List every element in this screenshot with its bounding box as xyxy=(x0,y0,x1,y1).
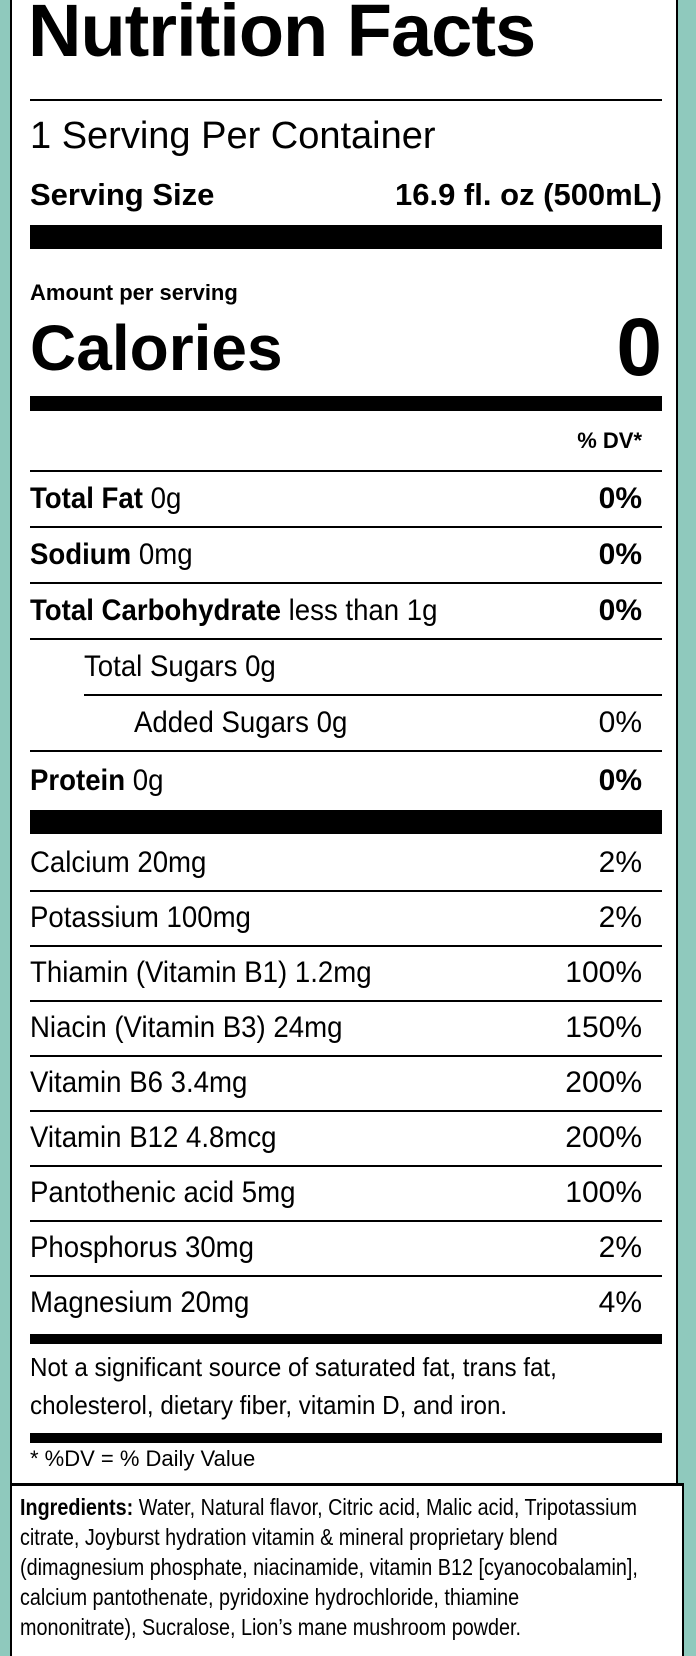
servings-per-container: 1 Serving Per Container xyxy=(30,115,436,157)
vitamin-label: Pantothenic acid 5mg xyxy=(30,1176,296,1209)
calories-label: Calories xyxy=(30,312,283,384)
vitamin-label: Thiamin (Vitamin B1) 1.2mg xyxy=(30,956,372,989)
vitamin-dv: 2% xyxy=(598,1231,642,1264)
divider xyxy=(30,1110,662,1112)
nutrient-row-sodium: Sodium 0mg 0% xyxy=(30,528,642,582)
divider xyxy=(30,1165,662,1167)
divider xyxy=(30,945,662,947)
calories-row: Calories 0 xyxy=(30,302,662,393)
not-significant-line-2: cholesterol, dietary fiber, vitamin D, a… xyxy=(30,1390,508,1420)
vitamin-row-phosphorus: Phosphorus 30mg 2% xyxy=(30,1221,642,1275)
divider xyxy=(30,1220,662,1222)
vitamin-label: Magnesium 20mg xyxy=(30,1286,250,1319)
amount-per-serving: Amount per serving xyxy=(30,280,238,305)
nutrient-amount: 0g xyxy=(132,764,164,797)
nutrient-name: Total Fat xyxy=(30,482,143,515)
vitamin-label: Vitamin B6 3.4mg xyxy=(30,1066,248,1099)
nutrient-amount: 0mg xyxy=(138,538,193,571)
thick-bar-calories xyxy=(30,396,662,411)
thick-bar-vitamins xyxy=(30,810,662,834)
nutrition-facts-title: Nutrition Facts xyxy=(28,0,536,72)
daily-value-header: % DV* xyxy=(577,428,642,453)
nutrient-dv: 0% xyxy=(598,764,642,797)
vitamin-dv: 200% xyxy=(565,1121,642,1154)
vitamin-row-niacin: Niacin (Vitamin B3) 24mg 150% xyxy=(30,1001,642,1055)
nutrient-name: Sodium xyxy=(30,538,132,571)
vitamin-row-thiamin: Thiamin (Vitamin B1) 1.2mg 100% xyxy=(30,946,642,1000)
vitamin-label: Phosphorus 30mg xyxy=(30,1231,255,1264)
divider xyxy=(30,470,662,472)
vitamin-dv: 2% xyxy=(598,846,642,879)
title-divider xyxy=(30,99,662,101)
vitamin-dv: 4% xyxy=(598,1286,642,1319)
serving-size-row: Serving Size 16.9 fl. oz (500mL) xyxy=(30,175,662,215)
divider xyxy=(84,694,662,696)
divider xyxy=(30,1275,662,1277)
divider xyxy=(30,750,662,752)
vitamin-dv: 150% xyxy=(565,1011,642,1044)
nutrient-dv: 0% xyxy=(598,594,642,627)
vitamin-dv: 2% xyxy=(598,901,642,934)
divider xyxy=(30,1055,662,1057)
divider xyxy=(30,638,662,640)
not-significant-line-1: Not a significant source of saturated fa… xyxy=(30,1352,557,1382)
vitamin-row-calcium: Calcium 20mg 2% xyxy=(30,836,642,890)
nutrient-name: Total Sugars 0g xyxy=(84,650,276,683)
divider xyxy=(30,582,662,584)
serving-size-value: 16.9 fl. oz (500mL) xyxy=(394,177,662,212)
nutrient-row-total-sugars: Total Sugars 0g xyxy=(84,640,642,694)
nutrient-row-protein: Protein 0g 0% xyxy=(30,754,642,808)
vitamin-label: Potassium 100mg xyxy=(30,901,251,934)
nutrient-dv: 0% xyxy=(598,482,642,515)
nutrient-row-added-sugars: Added Sugars 0g 0% xyxy=(134,696,642,750)
ingredients-box: Ingredients: Water, Natural flavor, Citr… xyxy=(10,1483,684,1656)
vitamin-row-b6: Vitamin B6 3.4mg 200% xyxy=(30,1056,642,1110)
vitamin-row-potassium: Potassium 100mg 2% xyxy=(30,891,642,945)
ingredients-text: Ingredients: Water, Natural flavor, Citr… xyxy=(20,1492,639,1642)
vitamin-row-magnesium: Magnesium 20mg 4% xyxy=(30,1276,642,1330)
divider xyxy=(30,1000,662,1002)
vitamin-label: Vitamin B12 4.8mcg xyxy=(30,1121,277,1154)
vitamin-row-b12: Vitamin B12 4.8mcg 200% xyxy=(30,1111,642,1165)
ingredients-list: Water, Natural flavor, Citric acid, Mali… xyxy=(20,1494,638,1640)
divider xyxy=(30,890,662,892)
nutrition-facts-panel: Nutrition Facts 1 Serving Per Container … xyxy=(10,0,678,1656)
thick-bar-dv xyxy=(30,1433,662,1443)
nutrient-amount: less than 1g xyxy=(288,594,438,627)
vitamin-label: Niacin (Vitamin B3) 24mg xyxy=(30,1011,343,1044)
nutrient-row-total-carbohydrate: Total Carbohydrate less than 1g 0% xyxy=(30,584,642,638)
nutrient-row-total-fat: Total Fat 0g 0% xyxy=(30,472,642,526)
nutrient-name: Total Carbohydrate xyxy=(30,594,281,627)
daily-value-footnote: * %DV = % Daily Value xyxy=(30,1446,256,1471)
nutrient-amount: 0g xyxy=(150,482,182,515)
divider xyxy=(30,526,662,528)
thick-bar-top xyxy=(30,225,662,249)
nutrient-name: Added Sugars 0g xyxy=(134,706,348,739)
thick-bar-footnote xyxy=(30,1334,662,1344)
vitamin-label: Calcium 20mg xyxy=(30,846,207,879)
vitamin-dv: 100% xyxy=(565,1176,642,1209)
nutrient-name: Protein xyxy=(30,764,126,797)
vitamin-dv: 200% xyxy=(565,1066,642,1099)
calories-value: 0 xyxy=(616,302,662,393)
vitamin-row-pantothenic: Pantothenic acid 5mg 100% xyxy=(30,1166,642,1220)
ingredients-label: Ingredients: xyxy=(20,1494,134,1520)
serving-size-label: Serving Size xyxy=(30,177,215,212)
not-significant-note: Not a significant source of saturated fa… xyxy=(30,1348,662,1424)
nutrient-dv: 0% xyxy=(598,706,642,739)
nutrient-dv: 0% xyxy=(598,538,642,571)
vitamin-dv: 100% xyxy=(565,956,642,989)
